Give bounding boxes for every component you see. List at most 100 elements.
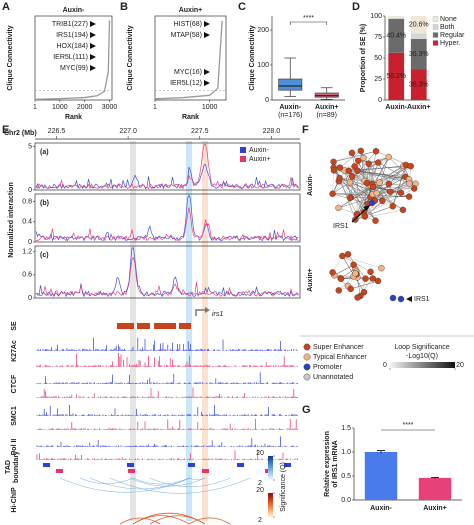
scale-title: Loop Significance bbox=[394, 344, 449, 351]
y-axis-label: Clique Connectivity bbox=[7, 25, 14, 90]
network-node bbox=[411, 185, 418, 192]
tad-boundary bbox=[43, 463, 50, 467]
network-node bbox=[385, 153, 392, 161]
highlight-band bbox=[202, 141, 208, 521]
track-label: SE bbox=[11, 321, 18, 331]
network-node bbox=[389, 294, 397, 302]
scale-tick-label: 20 bbox=[456, 362, 464, 369]
y-tick-label: 5 bbox=[28, 143, 32, 150]
network-edge bbox=[332, 191, 391, 195]
legend-label: Regular bbox=[440, 32, 465, 39]
hichip-arc bbox=[129, 477, 206, 487]
hichip-arc bbox=[149, 477, 231, 488]
legend-label: None bbox=[440, 16, 457, 23]
colorbar bbox=[268, 456, 273, 480]
x-tick-label: Auxin- bbox=[385, 104, 407, 111]
legend-swatch bbox=[432, 40, 439, 46]
group-label: Auxin+ bbox=[307, 268, 314, 292]
network-node bbox=[352, 270, 359, 277]
annotation-arrow bbox=[204, 69, 210, 75]
gene-annotation: MYC(99) bbox=[60, 65, 88, 72]
colorbar-tick-label: 20 bbox=[256, 487, 264, 494]
network-node bbox=[346, 194, 354, 201]
legend-swatch bbox=[303, 343, 311, 351]
network-node bbox=[397, 189, 405, 196]
network-node bbox=[330, 167, 338, 174]
interaction-trace bbox=[35, 144, 299, 190]
network-edge bbox=[333, 150, 361, 163]
legend-swatch bbox=[432, 32, 439, 38]
chip-signal bbox=[36, 372, 298, 384]
y-tick-label: 1.2 bbox=[22, 249, 32, 256]
annotation-arrow bbox=[204, 80, 210, 86]
gene-annotation: IER5L(12) bbox=[170, 80, 202, 87]
x-tick-label: 227.0 bbox=[119, 128, 137, 135]
y-tick-label: 0 bbox=[28, 187, 32, 194]
x-tick-label: Auxin+ bbox=[315, 104, 339, 111]
network-node bbox=[354, 294, 361, 301]
bar-segment bbox=[410, 33, 427, 40]
network-node bbox=[344, 251, 352, 258]
x-tick-label: 2000 bbox=[77, 104, 93, 111]
y-tick-label: 0.5 bbox=[341, 473, 351, 480]
network-node bbox=[339, 252, 346, 260]
bar-segment bbox=[388, 18, 405, 53]
gene-annotation: MYC(16) bbox=[174, 69, 202, 76]
error-bar bbox=[377, 450, 385, 454]
se-block bbox=[137, 323, 150, 329]
panel-label: A bbox=[2, 1, 10, 13]
network-node bbox=[405, 193, 413, 200]
network-node bbox=[399, 206, 407, 214]
y-tick-label: 50 bbox=[374, 55, 382, 62]
network-node bbox=[362, 275, 369, 282]
track-label: SMC1 bbox=[11, 406, 18, 426]
hichip-arc bbox=[89, 477, 191, 490]
plot-frame bbox=[34, 15, 113, 101]
y-tick-label: 0.8 bbox=[22, 198, 32, 205]
network-node bbox=[361, 213, 369, 220]
legend-label: Auxin- bbox=[249, 147, 270, 154]
x-tick-label: Auxin- bbox=[370, 505, 392, 512]
network-node bbox=[363, 179, 371, 187]
legend-label: Unannotated bbox=[313, 374, 353, 381]
y-axis-label: Proportion of SE (%) bbox=[360, 24, 367, 92]
network-node bbox=[406, 180, 413, 187]
network-node bbox=[374, 277, 382, 285]
gene-annotation: HIST(68) bbox=[174, 21, 202, 28]
bar bbox=[418, 477, 452, 500]
x-tick-label: 227.5 bbox=[191, 128, 209, 135]
network-node bbox=[379, 197, 386, 205]
y-tick-label: 75 bbox=[374, 34, 382, 41]
y-axis-label: Clique Connectivity bbox=[249, 25, 256, 90]
network-edge bbox=[355, 206, 393, 220]
network-node bbox=[336, 164, 344, 171]
legend-label: Promoter bbox=[313, 364, 342, 371]
bar-segment bbox=[410, 69, 427, 100]
y-axis-label: Clique Connectivity bbox=[127, 25, 134, 90]
legend-swatch bbox=[303, 363, 311, 371]
colorbar-tick-label: 2 bbox=[258, 517, 262, 524]
network-node bbox=[346, 179, 354, 186]
irs1-label: IRS1 bbox=[333, 223, 349, 230]
subpanel-label: (b) bbox=[40, 200, 49, 207]
legend-label: Both bbox=[440, 24, 455, 31]
network-node bbox=[329, 190, 336, 198]
irs1-arrow bbox=[351, 206, 369, 223]
network-node bbox=[365, 160, 372, 167]
legend-label: Super Enhancer bbox=[313, 344, 364, 351]
legend-swatch bbox=[432, 16, 439, 22]
network-node bbox=[335, 204, 342, 212]
x-tick-label: Auxin- bbox=[279, 104, 301, 111]
network-node bbox=[378, 264, 385, 272]
gene-annotation: IER5L(111) bbox=[53, 54, 88, 61]
gene-arrowhead bbox=[205, 307, 210, 313]
network-node bbox=[385, 180, 393, 188]
se-block bbox=[179, 323, 191, 329]
bar-segment bbox=[388, 52, 405, 100]
colorbar-tick-label: 2 bbox=[258, 480, 262, 487]
panel-label: C bbox=[238, 1, 246, 13]
network-edge bbox=[371, 162, 379, 184]
network-edge bbox=[374, 165, 411, 201]
network-edge bbox=[334, 264, 354, 276]
legend-swatch bbox=[432, 24, 439, 30]
